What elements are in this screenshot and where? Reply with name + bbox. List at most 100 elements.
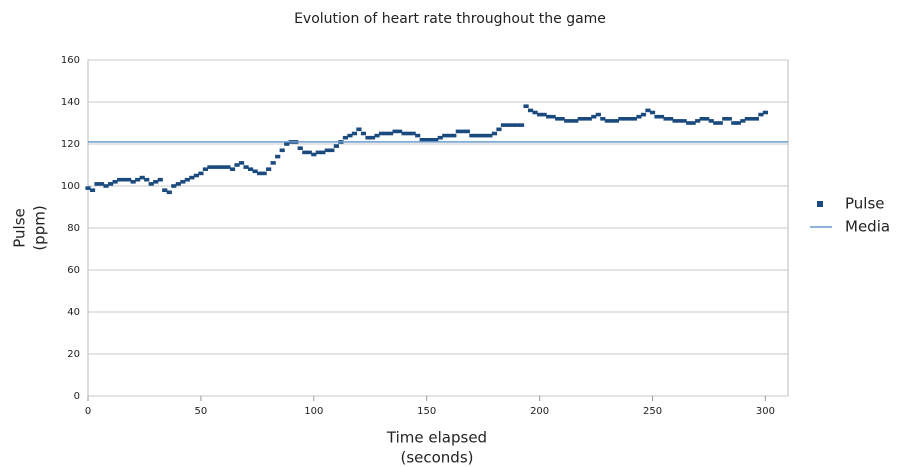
point — [252, 169, 258, 174]
point — [482, 133, 489, 138]
point — [257, 171, 263, 176]
point — [464, 129, 470, 134]
x-tick-label: 50 — [195, 406, 208, 417]
point — [410, 131, 416, 136]
point — [324, 148, 330, 153]
point — [238, 161, 245, 165]
point — [762, 110, 769, 115]
point — [387, 131, 394, 136]
point — [148, 182, 154, 186]
point — [532, 110, 538, 115]
point — [144, 177, 150, 182]
point — [478, 133, 484, 138]
x-tick-label: 0 — [85, 406, 91, 417]
point — [351, 131, 358, 136]
point — [180, 180, 186, 184]
point — [654, 114, 660, 119]
point — [139, 175, 145, 180]
point — [184, 177, 190, 182]
point — [315, 150, 321, 155]
point — [284, 142, 290, 146]
point — [446, 133, 452, 138]
point — [546, 114, 552, 119]
point — [266, 167, 272, 171]
point — [541, 112, 547, 117]
point — [527, 108, 534, 113]
point — [753, 117, 759, 121]
point — [744, 117, 750, 121]
point — [229, 167, 236, 171]
y-tick-label: 140 — [61, 97, 80, 108]
point — [369, 135, 376, 140]
point — [649, 110, 656, 115]
point — [740, 119, 746, 123]
point — [189, 175, 195, 180]
point — [198, 171, 204, 176]
point — [731, 121, 737, 125]
point — [342, 135, 349, 140]
point — [424, 138, 430, 142]
point — [415, 133, 421, 138]
y-tick-label: 20 — [67, 349, 80, 360]
point — [582, 117, 588, 121]
point — [573, 119, 579, 123]
point — [491, 131, 498, 136]
point — [419, 138, 425, 142]
chart-title: Evolution of heart rate throughout the g… — [294, 11, 606, 27]
point — [735, 121, 741, 125]
y-tick-label: 120 — [61, 139, 80, 150]
point — [392, 129, 398, 134]
point — [717, 121, 723, 125]
point — [469, 133, 475, 138]
point — [586, 117, 592, 121]
x-axis-label: Time elapsed — [386, 429, 487, 447]
point — [279, 148, 285, 153]
point — [112, 180, 118, 184]
point — [500, 123, 507, 127]
point — [631, 117, 638, 121]
y-tick-label: 160 — [61, 55, 80, 66]
point — [153, 180, 159, 184]
point — [234, 163, 240, 167]
point — [311, 152, 317, 157]
point — [333, 144, 339, 148]
point — [622, 117, 629, 121]
point — [89, 188, 96, 192]
y-tick-label: 0 — [74, 391, 80, 402]
point — [437, 135, 443, 140]
point — [275, 154, 281, 159]
point — [107, 182, 114, 186]
point — [166, 190, 172, 195]
point — [406, 131, 412, 136]
point — [126, 177, 132, 182]
point — [103, 184, 109, 188]
point — [550, 114, 556, 119]
point — [645, 108, 651, 113]
point — [681, 119, 687, 123]
point — [85, 186, 91, 190]
point — [157, 177, 163, 182]
point — [636, 114, 642, 119]
point — [297, 146, 303, 150]
y-axis-label: Pulse — [11, 208, 29, 248]
x-tick-label: 150 — [417, 406, 436, 417]
y-tick-label: 100 — [61, 181, 80, 192]
point — [591, 114, 597, 119]
legend-label: Media — [845, 218, 890, 236]
point — [433, 138, 439, 142]
point — [473, 133, 479, 138]
point — [564, 119, 570, 123]
x-tick-label: 200 — [530, 406, 549, 417]
point — [135, 177, 141, 182]
point — [302, 150, 308, 155]
legend-marker — [817, 201, 823, 207]
point — [130, 180, 136, 184]
point — [663, 117, 669, 121]
point — [640, 112, 647, 117]
x-axis-label: (seconds) — [400, 449, 473, 467]
point — [356, 127, 362, 132]
point — [243, 165, 249, 169]
point — [397, 129, 403, 134]
